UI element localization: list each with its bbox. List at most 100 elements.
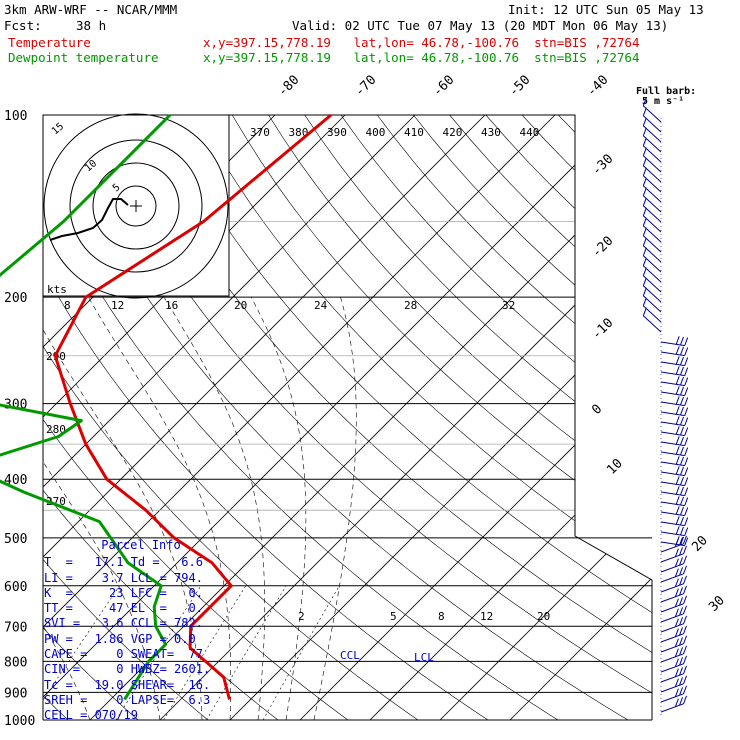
mixing-ratio-line (206, 585, 287, 720)
wind-barb-feather (674, 548, 679, 557)
dry-adiabat (159, 115, 652, 720)
isotherm-label: -40 (584, 73, 611, 100)
wind-barb-feather (675, 386, 680, 395)
pressure-label: 800 (4, 655, 27, 670)
theta-label: 410 (404, 126, 424, 139)
wind-barb-feather (680, 356, 684, 366)
init-time: Init: 12 UTC Sun 05 May 13 (508, 2, 704, 17)
dry-adiabat (304, 115, 652, 720)
wind-barb (660, 481, 685, 487)
parcel-info-row: PW = 1.86 VGP = 0.0 (44, 631, 196, 646)
wind-barb (642, 315, 662, 333)
wind-barb-feather (642, 267, 647, 276)
wind-barb-feather (642, 207, 647, 216)
wind-barb-feather (642, 237, 647, 246)
wind-barb-feather (674, 638, 679, 647)
wind-barb-feather (642, 157, 647, 166)
wind-barb (660, 371, 685, 377)
mixing-ratio-label: 8 (438, 610, 445, 623)
wind-barb-feather (675, 446, 680, 455)
wind-barb-feather (642, 217, 647, 226)
forecast-label: Fcst: (4, 18, 42, 33)
wind-barb-feather (642, 117, 647, 126)
wind-barb-feather (642, 187, 647, 196)
wind-barb-feather (675, 526, 680, 535)
moist-adiabat (43, 296, 91, 720)
wind-barb-feather (683, 685, 687, 694)
theta-label: 420 (443, 126, 463, 139)
mixing-ratio-label: 12 (480, 610, 493, 623)
wind-barb-feather (684, 427, 689, 436)
hodograph-ring-label: 5 (111, 182, 123, 194)
dry-adiabat (231, 115, 652, 720)
wind-barb-feather (674, 608, 679, 617)
parcel-info-rows: T = 17.1 Td = 6.6 LI = 3.7 LCL = 794. K = … (44, 555, 238, 723)
wind-barb (660, 451, 685, 457)
isotherm-label: 0 (589, 402, 605, 418)
wind-barb-feather (675, 356, 680, 365)
isotherm-label: -30 (589, 152, 616, 179)
wind-barb-feather (642, 177, 647, 186)
wind-barb-feather (679, 687, 683, 696)
wind-barb-feather (683, 575, 687, 584)
isotherm-line (509, 115, 652, 720)
wind-barb (660, 441, 685, 447)
wind-barb-feather (675, 406, 680, 415)
wind-barb-feather (680, 376, 684, 386)
wind-barb (660, 341, 685, 347)
pressure-label: 1000 (4, 714, 35, 729)
moist-adiabat (88, 296, 232, 720)
forecast-hour: 38 h (76, 18, 107, 33)
header: 3km ARW-WRF -- NCAR/MMM Init: 12 UTC Sun… (0, 0, 740, 70)
wind-barb-feather (684, 457, 689, 466)
wind-barb-feather (642, 257, 647, 266)
full-barb-value: 5 m s⁻¹ (642, 96, 684, 107)
dry-adiabat (195, 115, 652, 720)
wind-barb-feather (680, 386, 684, 396)
wind-barb-feather (683, 535, 687, 544)
parcel-info-title: Parcel Info (101, 538, 181, 552)
kts-axis-label: kts (47, 283, 67, 296)
wind-barb (660, 501, 685, 507)
isotherm-line (159, 115, 652, 720)
isotherm-label: -10 (589, 316, 616, 343)
wind-barb-feather (684, 337, 689, 346)
wind-barb-feather (680, 446, 684, 456)
wind-barb-feather (642, 247, 647, 256)
wind-barb-feather (679, 577, 683, 586)
isotherm-line (299, 115, 652, 720)
wind-barb-feather (675, 516, 680, 525)
wind-barb (660, 381, 685, 387)
dry-adiabat (485, 115, 652, 720)
wind-barb (660, 401, 685, 407)
full-barb-label: Full barb: (636, 86, 696, 97)
parcel-info-row: CELL = 070/19 (44, 708, 138, 723)
dewpoint-location: x,y=397.15,778.19 lat,lon= 46.78,-100.76… (203, 50, 640, 65)
kts-tick-label: 32 (502, 299, 515, 312)
wind-barb-feather (680, 506, 684, 516)
kts-tick-label: 28 (404, 299, 417, 312)
wind-barb-feather (679, 537, 683, 546)
wind-barb-feather (642, 167, 647, 176)
hodograph-ring (115, 185, 157, 227)
wind-barb (660, 531, 685, 537)
wind-barb (660, 521, 685, 527)
moist-adiabat (43, 296, 161, 720)
parcel-info-row: T = 17.1 Td = 6.6 (44, 555, 203, 570)
temperature-line (53, 113, 332, 700)
temperature-location: x,y=397.15,778.19 lat,lon= 46.78,-100.76… (203, 35, 640, 50)
wind-barb-feather (679, 697, 683, 706)
wind-barb-feather (684, 347, 689, 356)
pressure-label: 200 (4, 291, 27, 306)
wind-barb-feather (683, 605, 687, 614)
wind-barb (660, 361, 685, 367)
wind-barb-feather (675, 506, 680, 515)
wind-barb-feather (642, 127, 647, 136)
theta-label: 440 (520, 126, 540, 139)
dry-adiabat (43, 115, 349, 720)
lcl-label: LCL (414, 651, 434, 664)
wind-barb-feather (683, 655, 687, 664)
parcel-info-row: TT = 47 EL = 0. (44, 601, 203, 616)
wind-barb-feather (679, 587, 683, 596)
